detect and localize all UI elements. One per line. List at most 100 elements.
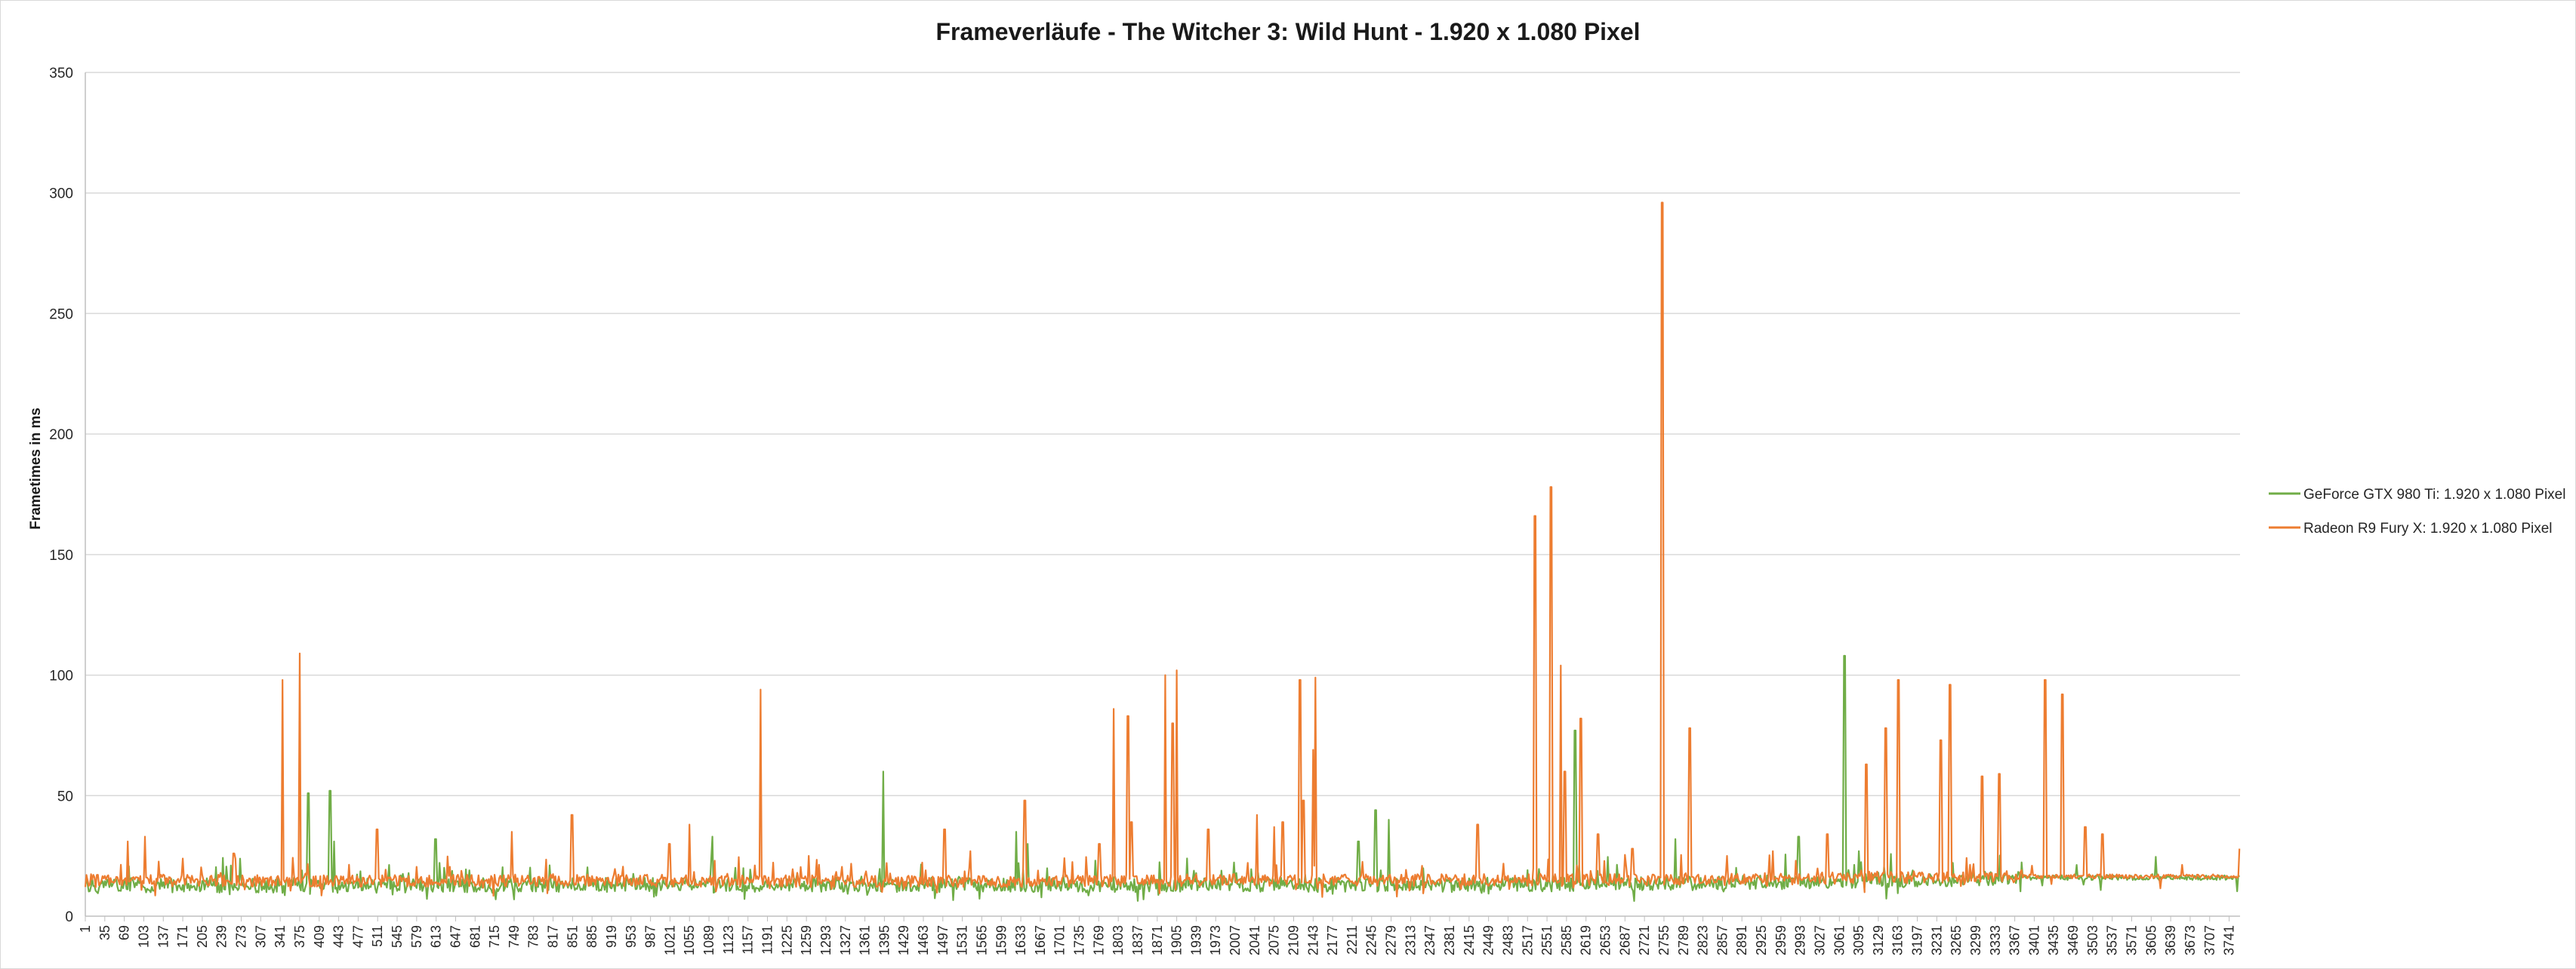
- x-tick-label: 2721: [1637, 925, 1652, 955]
- x-tick-label: 3299: [1968, 925, 1983, 955]
- x-tick-label: 579: [409, 925, 424, 948]
- y-axis-ticks: 0 50 100 150 200 250 300 350: [49, 66, 73, 925]
- x-tick-label: 3639: [2163, 925, 2178, 955]
- x-tick-label: 3537: [2105, 925, 2120, 955]
- x-tick-label: 715: [487, 925, 502, 948]
- x-tick-label: 3741: [2222, 925, 2237, 955]
- x-tick-label: 273: [234, 925, 249, 948]
- x-tick-label: 1599: [994, 925, 1009, 955]
- x-tick-label: 2007: [1228, 925, 1243, 955]
- x-tick-label: 35: [97, 925, 112, 940]
- x-tick-label: 375: [292, 925, 307, 948]
- x-tick-label: 2585: [1559, 925, 1574, 955]
- x-tick-label: 3231: [1929, 925, 1944, 955]
- x-tick-label: 2109: [1286, 925, 1301, 955]
- x-tick-label: 987: [643, 925, 658, 948]
- x-tick-label: 3673: [2183, 925, 2198, 955]
- x-tick-label: 2449: [1481, 925, 1496, 955]
- y-tick-label: 250: [49, 306, 73, 322]
- x-tick-label: 477: [350, 925, 365, 948]
- x-tick-label: 1701: [1052, 925, 1068, 955]
- x-tick-label: 3265: [1949, 925, 1964, 955]
- x-tick-label: 1191: [760, 925, 775, 955]
- x-tick-label: 2755: [1656, 925, 1672, 955]
- x-tick-label: 2993: [1793, 925, 1808, 955]
- x-tick-label: 2279: [1384, 925, 1399, 955]
- gridlines: [85, 72, 2240, 797]
- x-tick-label: 2347: [1422, 925, 1437, 955]
- x-tick-label: 3605: [2143, 925, 2158, 955]
- x-tick-label: 2823: [1696, 925, 1711, 955]
- x-tick-label: 3469: [2066, 925, 2081, 955]
- x-tick-label: 1531: [955, 925, 970, 955]
- x-tick-label: 1361: [858, 925, 873, 955]
- chart-title: Frameverläufe - The Witcher 3: Wild Hunt…: [935, 18, 1640, 45]
- series-layer: [84, 201, 2241, 902]
- x-tick-label: 1089: [701, 925, 716, 955]
- x-tick-label: 2313: [1403, 925, 1418, 955]
- x-tick-label: 1225: [779, 925, 794, 955]
- x-tick-label: 69: [117, 925, 132, 940]
- x-tick-label: 2551: [1539, 925, 1555, 955]
- x-tick-label: 3095: [1851, 925, 1866, 955]
- x-tick-label: 1327: [838, 925, 853, 955]
- x-tick-label: 1021: [662, 925, 677, 955]
- x-tick-label: 1055: [682, 925, 697, 955]
- x-tick-label: 341: [273, 925, 288, 948]
- x-tick-label: 1769: [1091, 925, 1106, 955]
- x-tick-label: 885: [584, 925, 599, 948]
- legend-label: Radeon R9 Fury X: 1.920 x 1.080 Pixel: [2303, 521, 2553, 537]
- x-tick-label: 919: [604, 925, 619, 948]
- x-tick-label: 2415: [1462, 925, 1477, 955]
- x-tick-label: 2687: [1617, 925, 1632, 955]
- x-tick-label: 2245: [1364, 925, 1379, 955]
- x-tick-label: 3707: [2202, 925, 2217, 955]
- x-axis-ticks: 1 35 69 103 137 171 205 239 273 307 341 375 409 443 47…: [78, 916, 2237, 955]
- x-tick-label: 2891: [1734, 925, 1749, 955]
- x-tick-label: 409: [312, 925, 327, 948]
- x-tick-label: 239: [214, 925, 230, 948]
- x-tick-label: 103: [136, 925, 151, 948]
- x-tick-label: 3401: [2026, 925, 2041, 955]
- x-tick-label: 749: [507, 925, 522, 948]
- x-tick-label: 307: [253, 925, 268, 948]
- axes: [85, 72, 2240, 917]
- x-tick-label: 1837: [1130, 925, 1145, 955]
- x-tick-label: 3333: [1988, 925, 2003, 955]
- x-tick-label: 1667: [1033, 925, 1048, 955]
- series-line-0: [85, 654, 2241, 902]
- x-tick-label: 1905: [1169, 925, 1185, 955]
- x-tick-label: 545: [390, 925, 405, 948]
- x-tick-label: 3571: [2125, 925, 2140, 955]
- x-tick-label: 3503: [2085, 925, 2100, 955]
- x-tick-label: 2075: [1267, 925, 1282, 955]
- x-tick-label: 647: [448, 925, 463, 948]
- x-tick-label: 3027: [1812, 925, 1827, 955]
- series-line-1: [84, 201, 2241, 898]
- x-tick-label: 1871: [1150, 925, 1165, 955]
- x-tick-label: 2381: [1442, 925, 1457, 955]
- x-tick-label: 1735: [1072, 925, 1087, 955]
- x-tick-label: 3197: [1910, 925, 1925, 955]
- x-tick-label: 3163: [1890, 925, 1906, 955]
- x-tick-label: 2177: [1325, 925, 1340, 955]
- y-tick-label: 100: [49, 669, 73, 684]
- x-tick-label: 1463: [916, 925, 931, 955]
- legend: GeForce GTX 980 Ti: 1.920 x 1.080 Pixel R…: [2269, 487, 2565, 537]
- x-tick-label: 137: [156, 925, 171, 948]
- y-tick-label: 350: [49, 66, 73, 82]
- x-tick-label: 2789: [1676, 925, 1691, 955]
- x-tick-label: 2619: [1579, 925, 1594, 955]
- x-tick-label: 3435: [2046, 925, 2061, 955]
- y-tick-label: 50: [57, 789, 73, 804]
- x-tick-label: 817: [546, 925, 561, 948]
- x-tick-label: 1939: [1188, 925, 1203, 955]
- x-tick-label: 2925: [1754, 925, 1769, 955]
- y-tick-label: 0: [65, 909, 73, 925]
- x-tick-label: 1803: [1111, 925, 1126, 955]
- x-tick-label: 1: [78, 925, 93, 933]
- x-tick-label: 511: [370, 925, 385, 947]
- x-tick-label: 1429: [896, 925, 911, 955]
